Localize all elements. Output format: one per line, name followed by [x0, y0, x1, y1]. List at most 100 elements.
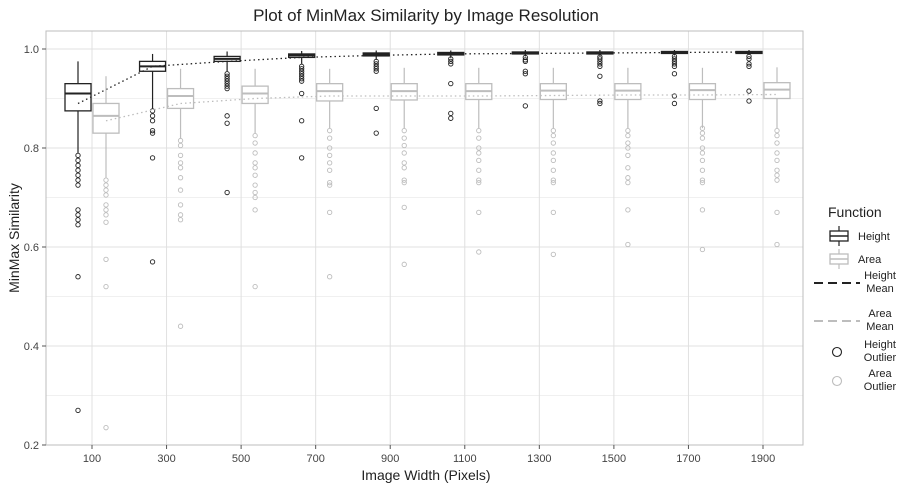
height-outlier-point	[75, 152, 81, 159]
height-outlier-point	[75, 212, 81, 218]
area-outlier-point	[401, 160, 407, 166]
area-outlier-point	[252, 165, 258, 171]
legend-key-circle	[831, 375, 843, 387]
area-outlier-point	[103, 212, 109, 218]
area-outlier-point	[774, 167, 780, 173]
area-outlier-point	[699, 157, 706, 164]
height-box-1700	[660, 49, 689, 107]
area-outlier-point	[401, 128, 407, 134]
area-outlier-point	[401, 135, 407, 141]
x-tick-label: 500	[232, 453, 250, 465]
area-outlier-point	[103, 425, 109, 431]
area-outlier-point	[252, 132, 258, 139]
area-outlier-point	[699, 207, 706, 213]
area-outlier-point	[550, 140, 556, 146]
x-tick-label: 300	[157, 453, 175, 465]
area-outlier-point	[327, 160, 333, 166]
height-outlier-point	[224, 78, 230, 84]
area-box-500	[241, 68, 269, 290]
area-outlier-point	[177, 202, 184, 208]
height-outlier-point	[75, 167, 81, 173]
legend-items: HeightAreaHeightMeanAreaMeanHeightOutlie…	[814, 226, 897, 393]
area-outlier-point	[699, 125, 706, 131]
legend-item-height-box: Height	[829, 226, 890, 246]
area-outlier-point	[699, 130, 706, 136]
area-outlier-point	[774, 157, 780, 164]
area-outlier-point	[476, 179, 482, 186]
height-outlier-point	[746, 61, 752, 67]
plot-panel-border	[45, 30, 804, 446]
area-outlier-point	[103, 192, 109, 198]
height-outlier-point	[224, 83, 230, 89]
height-outlier-point	[224, 113, 230, 119]
area-outlier-point	[252, 283, 258, 290]
area-outlier-point	[774, 140, 780, 146]
legend-item-area-box: Area	[829, 249, 882, 269]
height-outlier-point	[149, 259, 156, 265]
area-outlier-point	[252, 182, 258, 188]
height-outlier-point	[75, 222, 81, 228]
area-outlier-point	[699, 135, 706, 141]
y-tick-label: 0.4	[24, 341, 39, 353]
height-outlier-point	[671, 56, 678, 62]
area-outlier-point	[476, 145, 482, 151]
y-tick-label: 0.2	[24, 440, 39, 452]
height-outlier-point	[299, 66, 305, 72]
area-outlier-point	[699, 145, 706, 151]
height-outlier-point	[597, 98, 603, 104]
height-outlier-point	[75, 177, 81, 183]
area-box-body	[688, 83, 717, 101]
y-axis-label: MinMax Similarity	[6, 183, 22, 293]
legend-label: Area	[868, 368, 892, 380]
height-outlier-point	[75, 162, 81, 168]
height-outlier-point	[746, 98, 752, 104]
area-box-700	[316, 68, 344, 280]
area-outlier-point	[476, 177, 482, 183]
area-outlier-point	[476, 167, 482, 173]
height-outlier-point	[373, 130, 379, 136]
height-box-300	[138, 53, 167, 265]
area-outlier-point	[774, 241, 780, 248]
height-outlier-point	[522, 68, 528, 74]
height-box-body	[64, 83, 92, 112]
x-tick-label: 900	[381, 453, 399, 465]
x-tick-label: 1900	[751, 453, 775, 465]
area-outlier-point	[177, 165, 184, 171]
height-outlier-point	[149, 130, 156, 136]
area-outlier-point	[103, 256, 109, 263]
area-outlier-point	[550, 167, 556, 173]
area-outlier-point	[476, 157, 482, 164]
area-outlier-point	[401, 142, 407, 149]
legend-label: Height	[864, 339, 896, 351]
height-outlier-point	[299, 71, 305, 77]
area-outlier-point	[327, 128, 333, 134]
area-box-300	[166, 68, 195, 329]
area-outlier-point	[774, 132, 780, 139]
area-outlier-point	[550, 251, 556, 258]
legend-label: Area	[858, 254, 882, 266]
height-outlier-point	[299, 155, 305, 161]
area-outlier-point	[177, 212, 184, 218]
area-box-1300	[539, 67, 567, 258]
height-outlier-point	[448, 115, 454, 121]
area-outlier-point	[550, 132, 556, 139]
height-outlier-point	[746, 53, 752, 60]
marks-layer	[64, 49, 791, 431]
area-outlier-point	[625, 241, 631, 248]
area-outlier-point	[699, 179, 706, 186]
area-outlier-point	[103, 182, 109, 188]
area-outlier-point	[625, 145, 631, 151]
area-outlier-point	[550, 128, 556, 134]
area-outlier-point	[103, 283, 109, 290]
height-outlier-point	[299, 68, 305, 74]
height-outlier-point	[373, 68, 379, 74]
height-outlier-point	[448, 110, 454, 117]
x-tick-label: 700	[306, 453, 324, 465]
area-outlier-point	[550, 179, 556, 186]
height-outlier-point	[671, 71, 678, 77]
height-outlier-point	[299, 73, 305, 79]
height-outlier-point	[299, 63, 305, 69]
area-outlier-point	[401, 177, 407, 183]
height-outlier-point	[75, 157, 81, 164]
